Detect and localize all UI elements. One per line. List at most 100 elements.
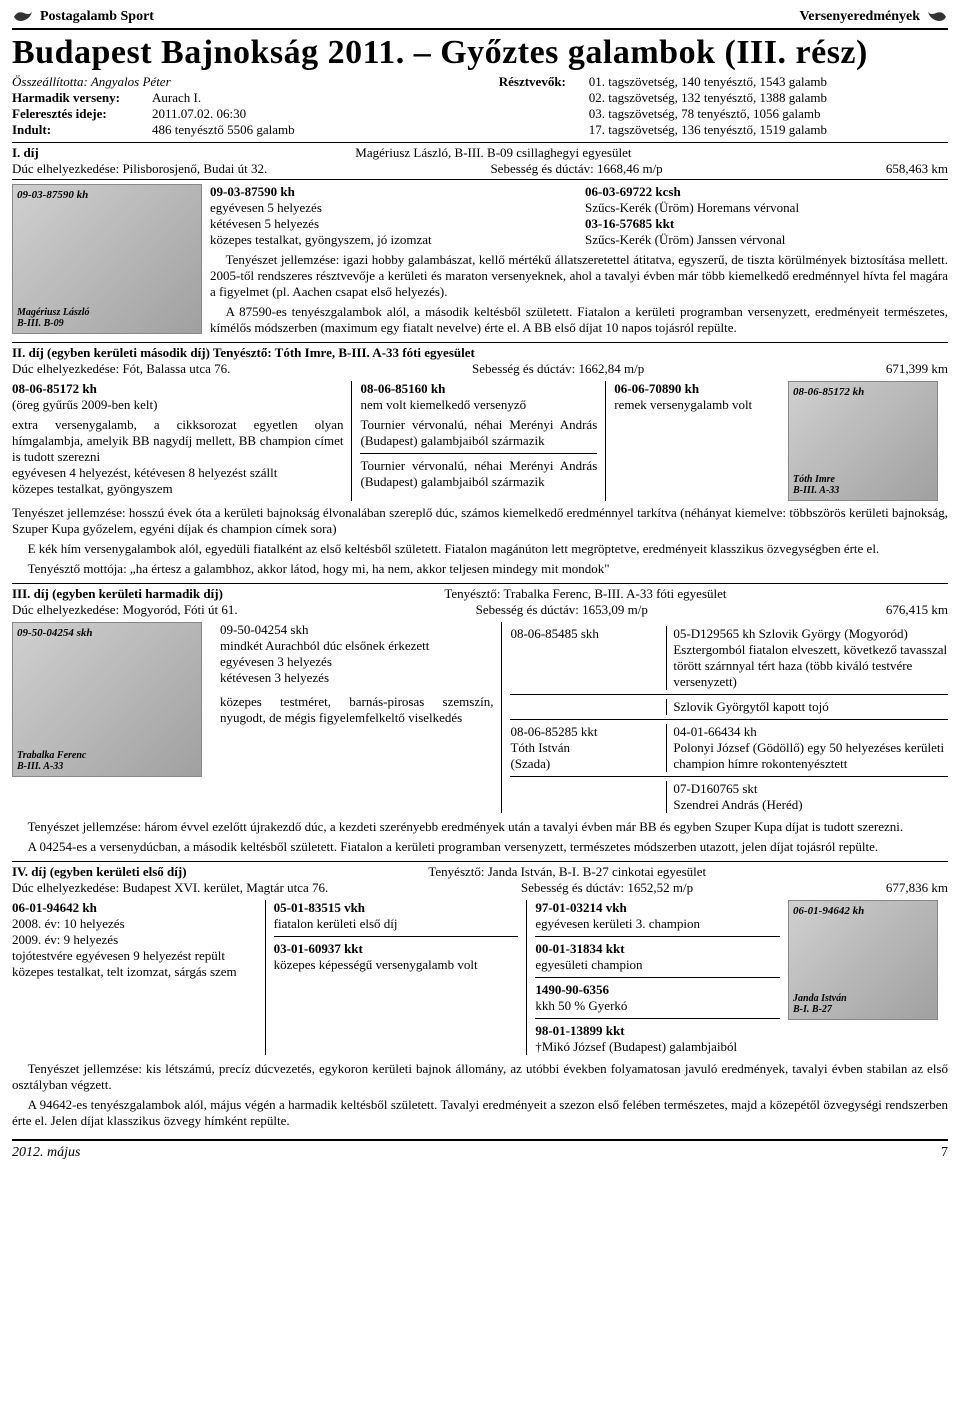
p4c3-7: †Mikó József (Budapest) galambjaiból	[535, 1039, 780, 1055]
prize2-pigeon-image: 08-06-85172 kh Tóth ImreB-III. A-33	[788, 381, 938, 501]
compiled-by: Összeállította: Angyalos Péter	[12, 74, 461, 90]
prize1-caption2: B-III. B-09	[17, 318, 64, 329]
p3-mid-top: 09-50-04254 skh mindkét Aurachból dúc el…	[220, 622, 493, 686]
participants-label: Résztvevők:	[499, 74, 589, 90]
started-value: 486 tenyésztő 5506 galamb	[152, 122, 295, 138]
prize1-breeder: Magériusz László, B-III. B-09 csillagheg…	[355, 145, 631, 161]
p2c2-0: 08-06-85160 kh	[360, 381, 445, 396]
prize4-caption2: B-I. B-27	[793, 1004, 832, 1015]
p3-r2a: 08-06-85285 kkt Tóth István (Szada)	[510, 724, 658, 772]
p4c1-2: 2009. év: 9 helyezés	[12, 932, 257, 948]
p4c2-4: közepes képességű versenygalamb volt	[274, 957, 519, 973]
prize1-image-ring: 09-03-87590 kh	[17, 189, 88, 201]
prize2-desc2: E kék hím versenygalambok alól, egyedüli…	[12, 541, 948, 557]
participant-17: 17. tagszövetség, 136 tenyésztő, 1519 ga…	[589, 122, 827, 138]
p4c2-0: 05-01-83515 vkh	[274, 900, 365, 915]
p4c1-0: 06-01-94642 kh	[12, 900, 97, 915]
prize4-caption1: Janda István	[793, 993, 847, 1004]
release-label: Feleresztés ideje:	[12, 106, 152, 122]
p3-r2b: 04-01-66434 kh Polonyi József (Gödöllő) …	[666, 724, 948, 772]
participant-01: 01. tagszövetség, 140 tenyésztő, 1543 ga…	[589, 74, 827, 90]
prize2-caption2: B-III. A-33	[793, 485, 839, 496]
prize3-caption1: Trabalka Ferenc	[17, 750, 86, 761]
p2c3-1: remek versenygalamb volt	[614, 397, 780, 413]
prize2-desc1: Tenyészet jellemzése: hosszú évek óta a …	[12, 505, 948, 537]
prize1-speed: Sebesség és dúctáv: 1668,46 m/p	[490, 161, 662, 177]
prize2-caption1: Tóth Imre	[793, 474, 835, 485]
p1-l0: 09-03-87590 kh	[210, 184, 295, 199]
p3-mid-bot: közepes testméret, barnás-pirosas szemsz…	[220, 694, 493, 726]
prize3-dist: 676,415 km	[886, 602, 948, 618]
prize3-heading: III. díj (egyben kerületi harmadik díj)	[12, 586, 223, 601]
prize4-desc1: Tenyészet jellemzése: kis létszámú, prec…	[12, 1061, 948, 1093]
prize2-speed: Sebesség és dúctáv: 1662,84 m/p	[472, 361, 644, 377]
race3-value: Aurach I.	[152, 90, 201, 106]
dove-icon	[926, 8, 948, 26]
prize3-speed: Sebesség és dúctáv: 1653,09 m/p	[476, 602, 648, 618]
participant-02: 02. tagszövetség, 132 tenyésztő, 1388 ga…	[589, 90, 827, 106]
prize4-loft: Dúc elhelyezkedése: Budapest XVI. kerüle…	[12, 880, 328, 896]
p4c3-6: 98-01-13899 kkt	[535, 1023, 624, 1038]
p3-r1b: Szlovik Györgytől kapott tojó	[666, 699, 948, 715]
prize2-image-ring: 08-06-85172 kh	[793, 386, 864, 398]
footer-page: 7	[941, 1145, 948, 1161]
header-right: Versenyeredmények	[799, 9, 920, 25]
p4c1-4: közepes testalkat, telt izomzat, sárgás …	[12, 964, 257, 980]
prize3-desc2: A 04254-es a versenydúcban, a második ke…	[12, 839, 948, 855]
p2c1-3: egyévesen 4 helyezést, kétévesen 8 helye…	[12, 465, 343, 481]
p3-r0a: 08-06-85485 skh	[510, 626, 658, 690]
p2c2-1: nem volt kiemelkedő versenyző	[360, 397, 597, 413]
p1-l2: kétévesen 5 helyezés	[210, 216, 573, 232]
prize3-desc1: Tenyészet jellemzése: három évvel ezelőt…	[12, 819, 948, 835]
p4c3-4: 1490-90-6356	[535, 982, 609, 997]
race3-label: Harmadik verseny:	[12, 90, 152, 106]
page-footer: 2012. május 7	[12, 1139, 948, 1161]
prize3-image-ring: 09-50-04254 skh	[17, 627, 92, 639]
p2c3-0: 06-06-70890 kh	[614, 381, 699, 396]
p4c2-3: 03-01-60937 kkt	[274, 941, 363, 956]
p2c1-0: 08-06-85172 kh	[12, 381, 97, 396]
header-left: Postagalamb Sport	[40, 9, 154, 25]
prize2-dist: 671,399 km	[886, 361, 948, 377]
p4c3-5: kkh 50 % Gyerkó	[535, 998, 780, 1014]
p2c2-3: Tournier vérvonalú, néhai Merényi András…	[360, 458, 597, 490]
p4c3-1: egyévesen kerületi 3. champion	[535, 916, 780, 932]
p4c1-3: tojótestvére egyévesen 9 helyezést repül…	[12, 948, 257, 964]
started-label: Indult:	[12, 122, 152, 138]
prize2-desc3: Tenyésztő mottója: „ha értesz a galambho…	[12, 561, 948, 577]
p3-r3a	[510, 781, 658, 813]
prize3-loft: Dúc elhelyezkedése: Mogyoród, Fóti út 61…	[12, 602, 238, 618]
prize4-heading: IV. díj (egyben kerületi első díj)	[12, 864, 187, 879]
p1-r1: Szűcs-Kerék (Üröm) Horemans vérvonal	[585, 200, 948, 216]
prize1-caption1: Magériusz László	[17, 307, 90, 318]
prize1-desc1: Tenyészet jellemzése: igazi hobby galamb…	[210, 252, 948, 300]
prize1-pigeon-image: 09-03-87590 kh Magériusz LászlóB-III. B-…	[12, 184, 202, 334]
p1-l3: közepes testalkat, gyöngyszem, jó izomza…	[210, 232, 573, 248]
prize3-caption2: B-III. A-33	[17, 761, 63, 772]
p4c2-1: fiatalon kerületi első díj	[274, 916, 519, 932]
participant-03: 03. tagszövetség, 78 tenyésztő, 1056 gal…	[589, 106, 821, 122]
prize1-loft: Dúc elhelyezkedése: Pilisborosjenő, Buda…	[12, 161, 267, 177]
p1-r3: Szűcs-Kerék (Üröm) Janssen vérvonal	[585, 232, 948, 248]
p3-r3b: 07-D160765 skt Szendrei András (Heréd)	[666, 781, 948, 813]
prize3-breeder: Tenyésztő: Trabalka Ferenc, B-III. A-33 …	[444, 586, 726, 602]
p2c1-1: (öreg gyűrűs 2009-ben kelt)	[12, 397, 343, 413]
prize4-pigeon-image: 06-01-94642 kh Janda IstvánB-I. B-27	[788, 900, 938, 1020]
prize1-header: I. díj Magériusz László, B-III. B-09 csi…	[12, 142, 948, 180]
prize4-desc2: A 94642-es tenyészgalambok alól, május v…	[12, 1097, 948, 1129]
p1-r2: 03-16-57685 kkt	[585, 216, 674, 231]
p1-l1: egyévesen 5 helyezés	[210, 200, 573, 216]
prize1-dist: 658,463 km	[886, 161, 948, 177]
p2c1-4: közepes testalkat, gyöngyszem	[12, 481, 343, 497]
footer-date: 2012. május	[12, 1145, 80, 1161]
p4c3-3: egyesületi champion	[535, 957, 780, 973]
prize2-heading: II. díj (egyben kerületi második díj) Te…	[12, 345, 948, 361]
header-bar: Postagalamb Sport Versenyeredmények	[12, 8, 948, 30]
p4c1-1: 2008. év: 10 helyezés	[12, 916, 257, 932]
prize4-speed: Sebesség és dúctáv: 1652,52 m/p	[521, 880, 693, 896]
prize1-desc2: A 87590-es tenyészgalambok alól, a másod…	[210, 304, 948, 336]
prize2-loft: Dúc elhelyezkedése: Fót, Balassa utca 76…	[12, 361, 230, 377]
p3-r0b: 05-D129565 kh Szlovik György (Mogyoród) …	[666, 626, 948, 690]
main-title: Budapest Bajnokság 2011. – Győztes galam…	[12, 34, 948, 72]
prize4-dist: 677,836 km	[886, 880, 948, 896]
